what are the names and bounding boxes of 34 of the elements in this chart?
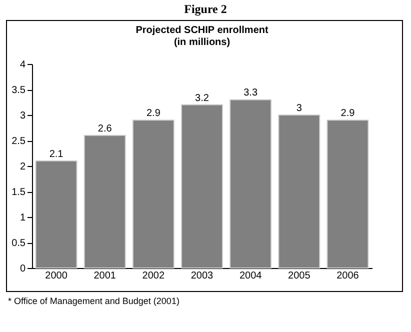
y-tick-label: 4: [20, 60, 26, 70]
text: (in millions): [174, 37, 230, 48]
data-label: 3: [296, 103, 302, 114]
chart-title: Figure 2: [183, 1, 228, 18]
data-label: 3.3: [244, 88, 258, 99]
bar: [181, 104, 223, 268]
x-tick-label: 2001: [94, 270, 116, 282]
y-tick-label: 3: [20, 110, 26, 122]
data-label: 2.1: [49, 148, 64, 160]
bar: [278, 114, 320, 268]
y-tick-label: 1: [20, 212, 26, 224]
data-label: 2.9: [146, 108, 161, 120]
x-tick-label: 2002: [142, 270, 165, 282]
text: * Office of Management and Budget (2001): [8, 296, 180, 306]
y-tick-label: 0: [20, 264, 26, 274]
text: Projected SCHIP enrollment: [136, 25, 268, 36]
bar: [132, 120, 174, 268]
y-tick-label: 2: [20, 162, 26, 172]
data-label: 2.6: [98, 123, 112, 134]
data-label: 3.2: [195, 92, 210, 104]
x-tick-label: 2005: [288, 270, 311, 282]
x-tick-label: 2000: [45, 270, 68, 282]
bar: [326, 120, 369, 268]
y-tick-label: 3.5: [12, 85, 26, 96]
x-tick-label: 2003: [190, 270, 214, 282]
x-tick-label: 2004: [239, 270, 262, 282]
y-tick-label: 2.5: [12, 136, 26, 147]
bar: [84, 134, 126, 268]
y-tick-label: 1.5: [12, 187, 26, 198]
bar: [35, 160, 78, 268]
x-tick-label: 2006: [336, 270, 360, 282]
data-label: 2.9: [340, 108, 356, 120]
bar: [230, 99, 272, 268]
y-tick-label: 0.5: [12, 238, 26, 249]
